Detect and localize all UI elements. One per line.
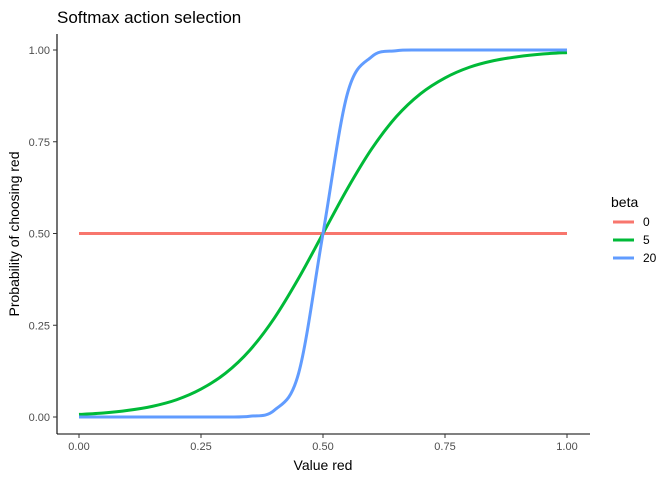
y-axis: 0.00 0.25 0.50 0.75 1.00 — [29, 34, 58, 434]
x-axis: 0.00 0.25 0.50 0.75 1.00 — [57, 433, 590, 453]
legend-label-0: 0 — [643, 215, 650, 229]
legend: beta 0 5 20 — [611, 194, 657, 265]
y-tick-label: 0.75 — [29, 137, 50, 149]
series-line-20 — [78, 48, 567, 419]
chart-title: Softmax action selection — [57, 8, 241, 27]
y-tick-label: 0.00 — [29, 412, 50, 424]
legend-title: beta — [611, 194, 638, 210]
x-tick-label: 0.75 — [434, 441, 455, 453]
x-tick-label: 0.50 — [312, 441, 333, 453]
legend-label-20: 20 — [643, 251, 657, 265]
x-axis-title: Value red — [294, 457, 353, 473]
x-tick-label: 0.00 — [68, 441, 89, 453]
x-tick-label: 1.00 — [556, 441, 577, 453]
legend-label-5: 5 — [643, 233, 650, 247]
y-tick-label: 1.00 — [29, 45, 50, 57]
y-tick-label: 0.50 — [29, 229, 50, 241]
plot-area — [78, 48, 568, 419]
y-axis-title: Probability of choosing red — [6, 152, 22, 317]
y-tick-label: 0.25 — [29, 320, 50, 332]
x-tick-label: 0.25 — [190, 441, 211, 453]
